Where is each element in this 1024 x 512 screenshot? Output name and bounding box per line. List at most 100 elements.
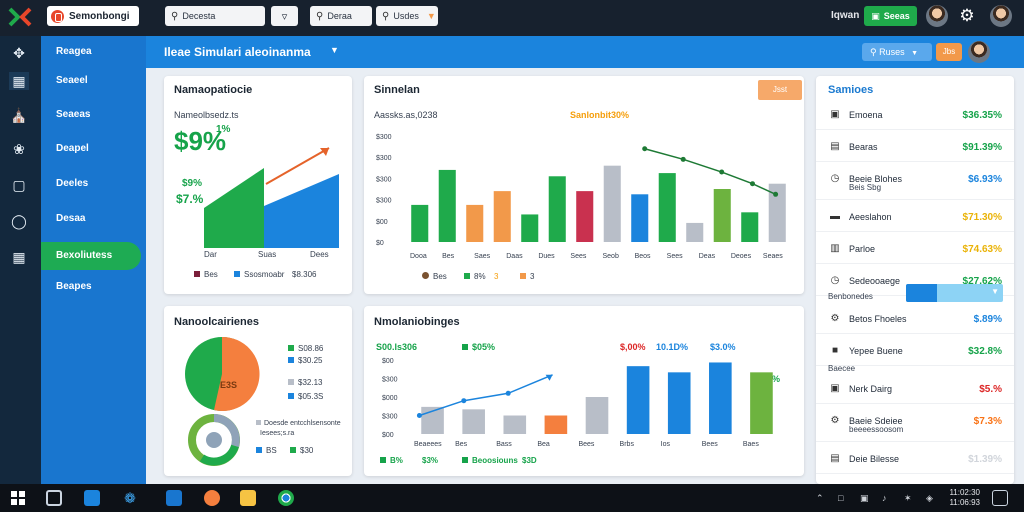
folder-icon[interactable]: [240, 490, 256, 506]
clock-date: 11:06:93: [949, 498, 980, 507]
row-label: Parloe: [849, 244, 876, 254]
summary-row[interactable]: ▤ Bearas $91.39%: [816, 134, 1014, 162]
summary-row[interactable]: ■ Yepee Buene $32.8%: [816, 338, 1014, 366]
y-tick-label: $0: [376, 240, 384, 247]
sidebar-item-3[interactable]: Seaeas: [56, 109, 91, 120]
edge-icon[interactable]: ❁: [124, 490, 136, 506]
sidebar-item-active[interactable]: Bexoliutess: [41, 242, 141, 270]
logo-icon[interactable]: [8, 7, 32, 27]
row-label: Bearas: [849, 142, 878, 152]
filter-button[interactable]: ▿: [271, 6, 298, 26]
header-select[interactable]: ⚲ Ruses ▼: [862, 43, 932, 61]
taskbar-clock[interactable]: 11:02:30 11:06:93: [949, 488, 980, 508]
gear-icon[interactable]: ⚙: [959, 6, 975, 25]
sidebar-item-4[interactable]: Deapel: [56, 143, 89, 154]
highlight-value: Sanlonbit30%: [570, 110, 630, 120]
task-view-icon[interactable]: [46, 490, 62, 506]
search-input-2[interactable]: ⚲ Deraa: [310, 6, 372, 26]
section-label: Baecee: [828, 364, 856, 373]
card-action-button[interactable]: Jsst: [758, 80, 802, 100]
sidebar-item-1[interactable]: Reagea: [56, 46, 92, 57]
legend-item: S08.86: [288, 344, 323, 353]
legend-swatch: [288, 345, 294, 351]
summary-row[interactable]: ▣ Nerk Dairg $5.%: [816, 376, 1014, 404]
bank-icon[interactable]: ⛪: [10, 107, 28, 123]
select-dropdown-text: Usdes: [393, 11, 419, 21]
app-icon[interactable]: [84, 490, 100, 506]
grid-icon[interactable]: ✥: [13, 45, 25, 61]
firefox-icon[interactable]: [204, 490, 220, 506]
header-avatar[interactable]: [968, 41, 990, 63]
legend-label: $30.25: [298, 356, 323, 365]
document-icon[interactable]: ▢: [12, 177, 26, 193]
card-title: Sinnelan: [374, 84, 420, 96]
legend-swatch: [422, 272, 429, 279]
network-icon[interactable]: ▣: [860, 493, 869, 503]
legend-swatch: [288, 379, 294, 385]
leaf-icon[interactable]: ❀: [13, 141, 25, 157]
profile-avatar[interactable]: [990, 5, 1012, 27]
windows-start-icon[interactable]: [10, 490, 26, 506]
summary-row[interactable]: ▤ Deie Bilesse $1.39%: [816, 446, 1014, 474]
row-label: Betos Fhoeles: [849, 314, 907, 324]
briefcase-icon: ■: [831, 345, 839, 356]
y-tick-label: $300: [376, 155, 392, 162]
wifi-icon[interactable]: ◈: [926, 493, 933, 503]
battery-icon[interactable]: □: [838, 493, 844, 503]
progress-bar[interactable]: ▼: [906, 284, 1003, 302]
chevron-down-icon[interactable]: ▼: [330, 45, 339, 55]
new-button-label: Seeas: [883, 11, 910, 21]
app-name-badge[interactable]: Semonbongi: [47, 6, 139, 26]
summary-row[interactable]: ⚙ Betos Fhoeles $.89%: [816, 306, 1014, 334]
summary-row[interactable]: ⚙ Baeie Sdeiee beeeessoosom $7.3%: [816, 408, 1014, 442]
summary-row[interactable]: ▬ Aeeslahon $71.30%: [816, 204, 1014, 232]
y-tick-label: $300: [376, 198, 392, 205]
chrome-icon[interactable]: [278, 490, 294, 506]
card-icon: ▥: [830, 243, 840, 254]
search-input[interactable]: ⚲ Decesta: [165, 6, 265, 26]
sidebar-item-2[interactable]: Seaeel: [56, 75, 88, 86]
legend-swatch: [234, 271, 240, 277]
card-title: Namaopatiocie: [174, 84, 253, 96]
bluetooth-icon[interactable]: ✶: [904, 493, 912, 503]
search-icon: ⚲: [870, 47, 880, 57]
legend-label: $05%: [472, 342, 496, 352]
building-icon: ▣: [830, 109, 840, 120]
area-chart: [204, 147, 339, 248]
apps-icon[interactable]: ▦: [12, 249, 26, 265]
trend-point: [750, 181, 755, 187]
summary-row[interactable]: ▣ Emoena $36.35%: [816, 102, 1014, 130]
trend-arrow: [265, 147, 330, 185]
bar: [585, 397, 609, 434]
sidebar-item-8[interactable]: Beapes: [56, 281, 92, 292]
summary-row[interactable]: ▥ Parloe $74.63%: [816, 236, 1014, 264]
row-sublabel: Beis Sbg: [849, 183, 882, 192]
store-icon[interactable]: [166, 490, 182, 506]
avatar[interactable]: [926, 5, 948, 27]
new-button[interactable]: ▣ Seeas: [864, 6, 917, 26]
chevron-up-icon[interactable]: ⌃: [816, 493, 824, 503]
select-dropdown[interactable]: ⚲ Usdes ▼: [376, 6, 438, 26]
summary-row[interactable]: ◷ Beeie Blohes Beis Sbg $6.93%: [816, 166, 1014, 200]
chart-icon[interactable]: ▦: [9, 72, 29, 90]
bar: [493, 191, 511, 242]
bar: [503, 415, 527, 434]
user-name[interactable]: Iqwan: [831, 10, 860, 21]
sidebar-item-5[interactable]: Deeles: [56, 178, 89, 189]
x-tick-label: Sees: [570, 253, 586, 260]
row-value: $5.%: [979, 384, 1002, 395]
legend-swatch: [194, 271, 200, 277]
legend-label: BS: [266, 446, 277, 455]
x-tick-label: Daas: [506, 253, 523, 260]
card-subtitle: Nameolbsedz.ts: [174, 110, 239, 120]
pie-label: E3S: [220, 380, 238, 390]
clock-icon[interactable]: ◯: [11, 213, 27, 229]
y-tick-label: $300: [382, 377, 398, 384]
header-orange-button[interactable]: Jbs: [936, 43, 962, 61]
volume-icon[interactable]: ♪: [882, 493, 887, 503]
legend-bottom: $3%: [422, 456, 439, 465]
notification-icon[interactable]: [992, 490, 1008, 506]
bar: [544, 415, 568, 434]
sidebar-item-6[interactable]: Desaa: [56, 213, 86, 224]
search-input-text: Decesta: [182, 11, 216, 21]
